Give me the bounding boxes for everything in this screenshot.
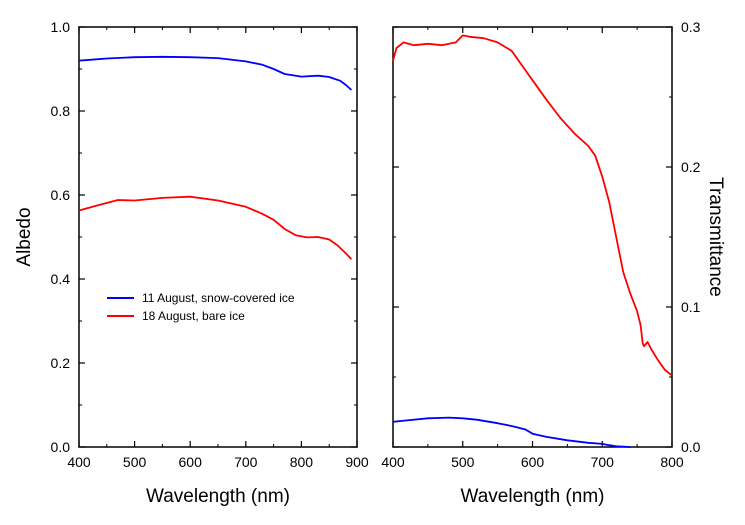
transmittance-y-tick-label: 0.3 [681, 19, 701, 35]
albedo-series [78, 55, 353, 260]
albedo-y-tick-label: 0.2 [51, 355, 71, 371]
legend: 11 August, snow-covered ice 18 August, b… [107, 291, 295, 323]
albedo-line-11-august-snow-covered-ice [78, 55, 353, 91]
albedo-ticks: 400 500 600 700 800 900 0.0 0.2 0.4 0.6 0.8 1.0 [51, 19, 369, 470]
albedo-y-axis-title: Albedo [14, 207, 35, 266]
albedo-x-axis-title: Wavelength (nm) [146, 486, 290, 507]
transmittance-y-axis-title: Transmittance [705, 177, 726, 297]
albedo-x-tick-label: 600 [179, 454, 203, 470]
transmittance-x-tick-label: 600 [521, 454, 545, 470]
transmittance-plot-frame [392, 26, 673, 448]
albedo-x-tick-label: 400 [67, 454, 91, 470]
albedo-x-tick-label: 900 [345, 454, 369, 470]
albedo-y-tick-label: 0.8 [51, 103, 71, 119]
transmittance-y-tick-label: 0.2 [681, 159, 701, 175]
transmittance-y-tick-label: 0.1 [681, 299, 701, 315]
transmittance-x-tick-label: 400 [381, 454, 405, 470]
albedo-line-18-august-bare-ice [78, 195, 353, 260]
transmittance-x-axis-title: Wavelength (nm) [461, 486, 605, 507]
transmittance-x-tick-label: 700 [591, 454, 615, 470]
albedo-x-tick-label: 500 [123, 454, 147, 470]
albedo-y-tick-label: 0.0 [51, 439, 71, 455]
transmittance-y-tick-label: 0.0 [681, 439, 701, 455]
transmittance-line-11-august-snow-covered-ice [392, 416, 631, 448]
albedo-y-tick-label: 1.0 [51, 19, 71, 35]
transmittance-x-tick-label: 500 [451, 454, 475, 470]
albedo-y-tick-label: 0.4 [51, 271, 71, 287]
transmittance-line-18-august-bare-ice [392, 34, 673, 377]
transmittance-series [392, 34, 673, 448]
transmittance-x-tick-label: 800 [660, 454, 684, 470]
albedo-x-tick-label: 800 [290, 454, 314, 470]
albedo-y-tick-label: 0.6 [51, 187, 71, 203]
albedo-chart: 400 500 600 700 800 900 0.0 0.2 0.4 0.6 0.8 1.0 Wav… [14, 19, 369, 507]
albedo-x-tick-label: 700 [234, 454, 258, 470]
legend-label-bare-ice: 18 August, bare ice [142, 309, 245, 323]
legend-label-snow-covered: 11 August, snow-covered ice [142, 291, 295, 305]
